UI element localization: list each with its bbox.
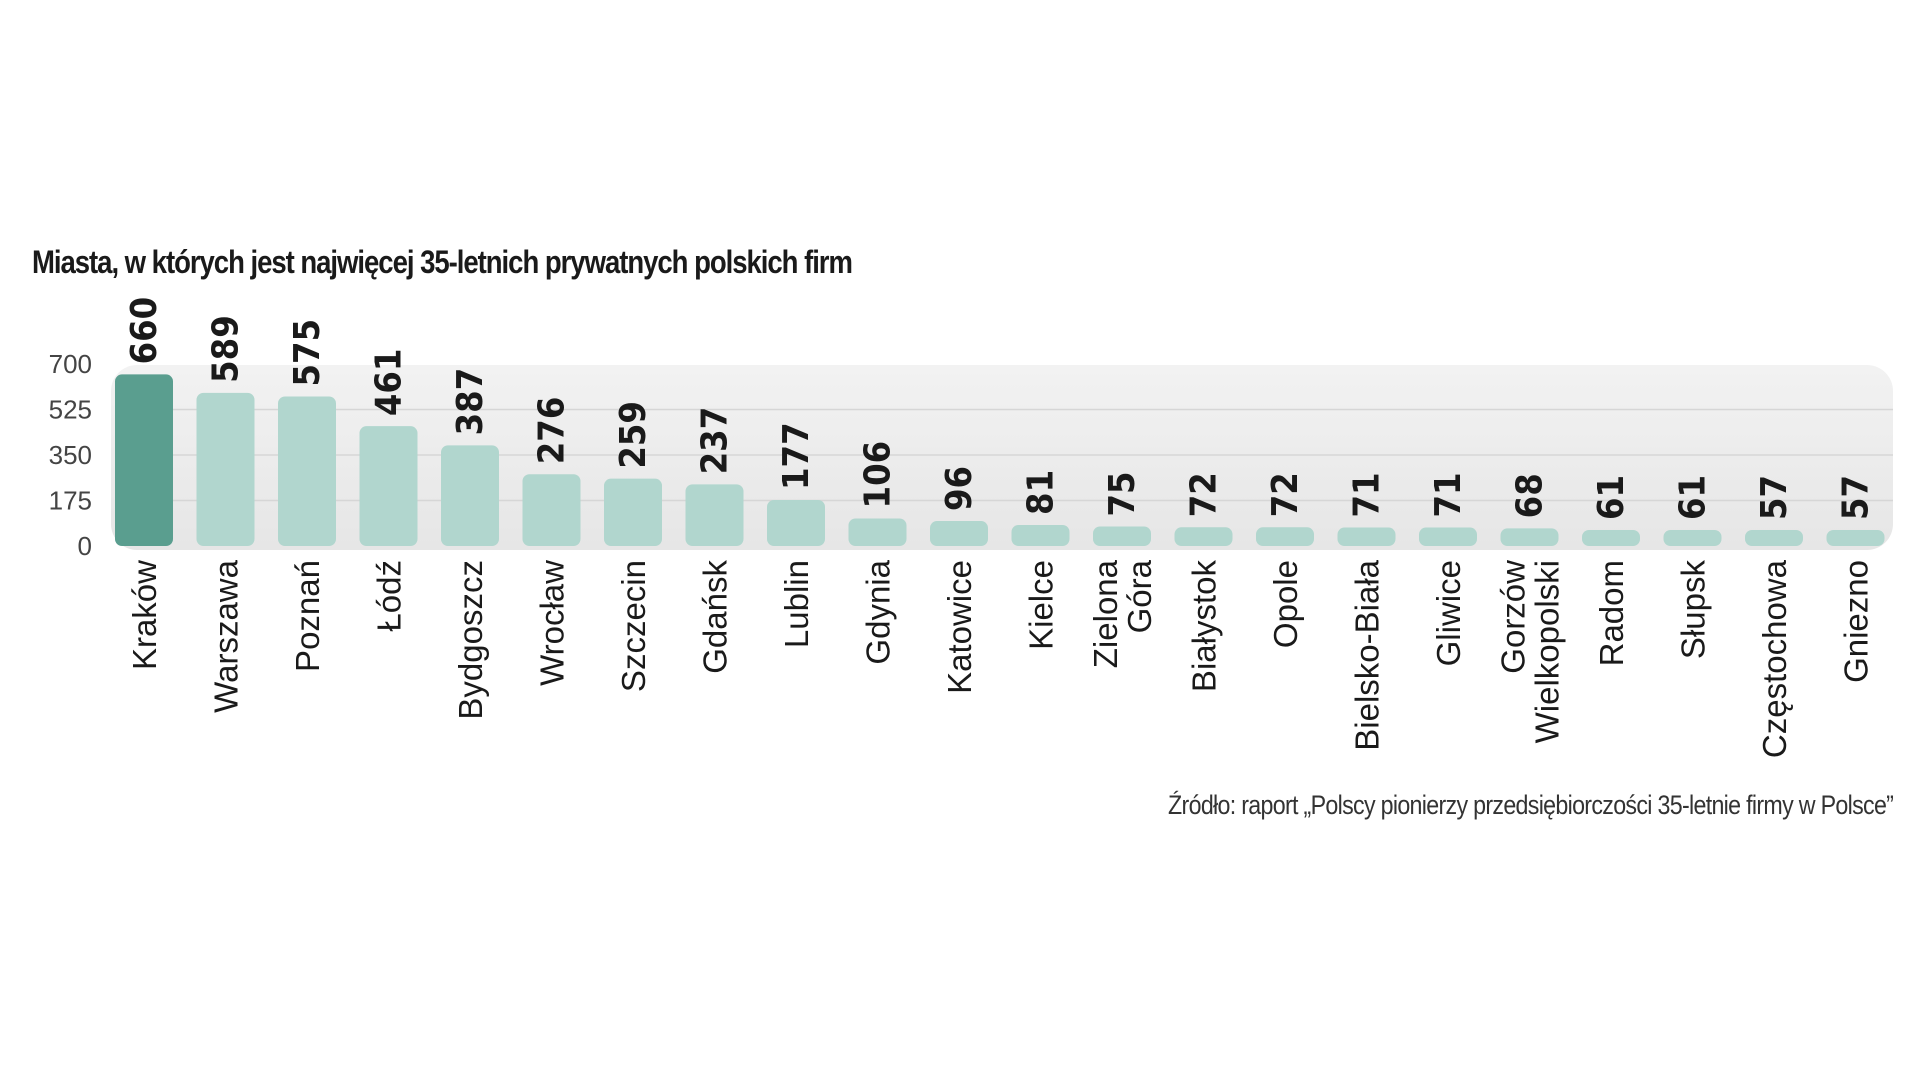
x-tick-label: Gorzów bbox=[1495, 560, 1532, 674]
data-label: 660 bbox=[124, 297, 165, 365]
x-tick-label: Kraków bbox=[126, 560, 163, 670]
bar bbox=[115, 374, 173, 546]
x-tick-label: Góra bbox=[1121, 559, 1158, 633]
data-label: 57 bbox=[1754, 475, 1795, 520]
data-label: 68 bbox=[1510, 473, 1551, 518]
bar bbox=[1174, 527, 1233, 546]
y-tick-label: 350 bbox=[49, 440, 92, 470]
x-tick-label: Katowice bbox=[941, 560, 978, 694]
data-label: 61 bbox=[1591, 475, 1632, 520]
source-note: Źródło: raport „Polscy pionierzy przedsi… bbox=[1167, 790, 1894, 820]
x-tick-label: Łódź bbox=[371, 560, 408, 632]
y-tick-label: 525 bbox=[49, 395, 92, 425]
data-label: 259 bbox=[613, 401, 654, 469]
bar bbox=[685, 484, 744, 546]
data-label: 177 bbox=[776, 422, 817, 490]
bar bbox=[1419, 527, 1477, 546]
x-tick-label: Szczecin bbox=[615, 560, 652, 692]
bar bbox=[767, 499, 825, 546]
data-label: 71 bbox=[1347, 472, 1388, 517]
bar bbox=[522, 474, 581, 546]
bar bbox=[1337, 527, 1396, 546]
bar bbox=[359, 426, 418, 546]
x-tick-label: Gdańsk bbox=[697, 560, 734, 674]
bar bbox=[604, 478, 662, 546]
data-label: 589 bbox=[206, 315, 247, 383]
data-label: 61 bbox=[1673, 475, 1714, 520]
bar bbox=[196, 392, 255, 546]
bar bbox=[1582, 530, 1640, 546]
data-label: 75 bbox=[1102, 471, 1143, 516]
data-label: 575 bbox=[287, 319, 328, 387]
x-tick-label: Białystok bbox=[1186, 560, 1223, 693]
chart-title: Miasta, w których jest najwięcej 35-letn… bbox=[32, 244, 853, 280]
x-tick-label: Gdynia bbox=[860, 559, 897, 664]
x-tick-label: Radom bbox=[1593, 560, 1630, 666]
data-label: 96 bbox=[939, 466, 980, 511]
bar bbox=[1663, 530, 1722, 546]
x-tick-label: Warszawa bbox=[208, 559, 245, 712]
x-tick-label: Słupsk bbox=[1675, 560, 1712, 660]
y-tick-label: 700 bbox=[49, 349, 92, 379]
x-tick-label: Kielce bbox=[1023, 560, 1060, 650]
data-label: 81 bbox=[1021, 470, 1062, 515]
y-tick-label: 0 bbox=[78, 531, 92, 561]
data-label: 57 bbox=[1836, 475, 1877, 520]
data-label: 276 bbox=[532, 397, 573, 465]
x-tick-label: Zielona bbox=[1087, 559, 1124, 668]
bar bbox=[1745, 530, 1803, 546]
bar bbox=[1500, 528, 1559, 546]
x-tick-label: Gliwice bbox=[1430, 560, 1467, 666]
bar bbox=[1826, 530, 1885, 546]
bar bbox=[1093, 526, 1151, 546]
bar bbox=[1256, 527, 1314, 546]
data-label: 72 bbox=[1184, 472, 1225, 517]
bar bbox=[278, 396, 336, 546]
data-label: 106 bbox=[858, 441, 899, 509]
y-tick-label: 175 bbox=[49, 486, 92, 516]
x-tick-label: Częstochowa bbox=[1756, 559, 1793, 758]
x-tick-label: Opole bbox=[1267, 560, 1304, 648]
data-label: 71 bbox=[1428, 472, 1469, 517]
x-tick-label: Bydgoszcz bbox=[452, 560, 489, 720]
x-tick-label: Lublin bbox=[778, 560, 815, 648]
data-label: 72 bbox=[1265, 472, 1306, 517]
bar bbox=[848, 518, 907, 546]
data-label: 237 bbox=[695, 407, 736, 475]
x-tick-label: Poznań bbox=[289, 560, 326, 672]
x-tick-label: Gniezno bbox=[1838, 560, 1875, 683]
data-label: 461 bbox=[369, 349, 410, 417]
x-tick-label: Bielsko-Biała bbox=[1349, 559, 1386, 750]
data-label: 387 bbox=[450, 368, 491, 436]
bar bbox=[441, 445, 499, 546]
bar bbox=[1011, 524, 1070, 546]
x-tick-label: Wielkopolski bbox=[1529, 560, 1566, 743]
x-tick-label: Wrocław bbox=[534, 560, 571, 686]
bar bbox=[930, 521, 988, 546]
